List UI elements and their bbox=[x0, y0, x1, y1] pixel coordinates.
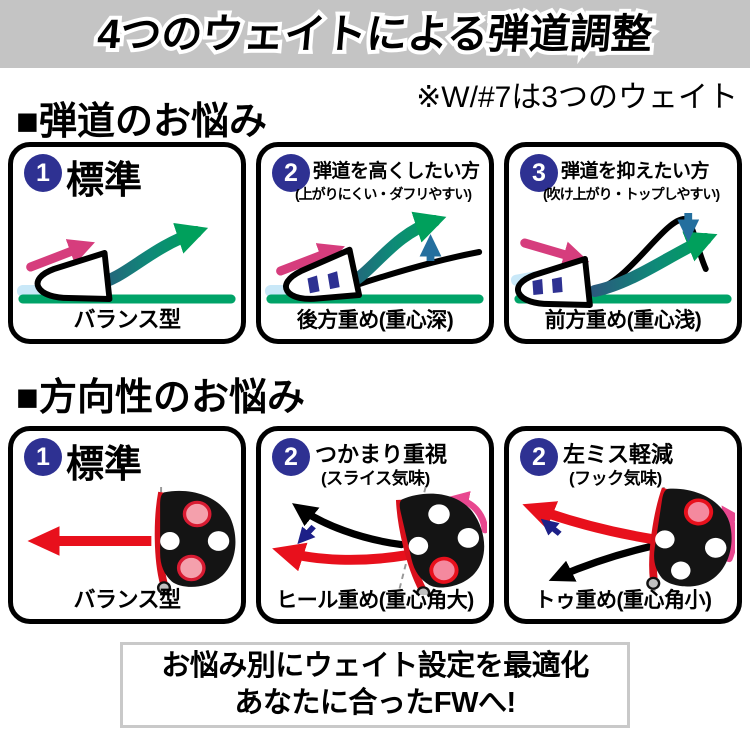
panel-title: 弾道を抑えたい方 bbox=[561, 161, 710, 182]
section-heading-trajectory: ■弾道のお悩み bbox=[16, 101, 267, 143]
weight-port-toe bbox=[457, 527, 480, 548]
club-head-side bbox=[34, 250, 113, 302]
panel-title: 標準 bbox=[66, 444, 143, 486]
hosel bbox=[416, 586, 431, 595]
trajectory-standard-illustration bbox=[16, 222, 236, 304]
front-weight-1 bbox=[532, 279, 544, 295]
direction-antislice-illustration bbox=[272, 487, 487, 595]
panel-trajectory-higher: 2 弾道を高くしたい方 (上がりにくい・ダフリやすい) 後方重め(重心深) bbox=[256, 142, 494, 344]
corrected-path-arrow bbox=[272, 542, 411, 572]
draw-bias-arrow bbox=[297, 524, 316, 545]
panel-label: 前方重め(重心浅) bbox=[544, 309, 702, 332]
panel-label: ヒール重め(重心角大) bbox=[276, 589, 474, 612]
panel-title: 標準 bbox=[66, 160, 143, 202]
number-badge: 3 bbox=[520, 154, 558, 192]
panel-subtitle: (上がりにくい・ダフリやすい) bbox=[295, 186, 472, 202]
direction-standard-illustration bbox=[27, 487, 236, 595]
trajectory-arrow bbox=[588, 231, 718, 297]
panel-label: トゥ重め(重心角小) bbox=[534, 589, 713, 612]
panel-label: バランス型 bbox=[73, 307, 181, 332]
weight-port-heel bbox=[160, 532, 180, 550]
direction-antihook-illustration bbox=[522, 487, 735, 594]
weight-port-toe bbox=[704, 537, 727, 558]
slice-path-arrow bbox=[292, 503, 406, 549]
section-heading-direction: ■方向性のお悩み bbox=[16, 377, 305, 419]
weight-port-toe-heavy bbox=[683, 498, 714, 526]
club-head-sole bbox=[154, 490, 236, 595]
weight-port-toe bbox=[207, 531, 230, 551]
number-badge: 1 bbox=[24, 438, 62, 476]
club-head-outline bbox=[515, 256, 593, 308]
hosel bbox=[646, 576, 661, 590]
fade-bias-arrow bbox=[540, 518, 562, 536]
weight-port-top bbox=[182, 500, 212, 528]
trajectory-lower-illustration bbox=[511, 213, 732, 308]
swing-arrow bbox=[276, 243, 345, 276]
panel-direction-antislice: 2 つかまり重視 (スライス気味) ヒール重め(重心角大) bbox=[256, 426, 494, 624]
summary-box: お悩み別にウェイト設定を最適化 あなたに合ったFWへ! bbox=[120, 642, 630, 728]
club-head-side bbox=[515, 256, 593, 308]
weight-port-heel-heavy bbox=[429, 556, 459, 584]
club-head-sole bbox=[395, 493, 485, 595]
panel-trajectory-standard: 1 標準 バランス型 bbox=[8, 142, 246, 344]
weight-port-heel bbox=[408, 536, 429, 555]
page-title-text: 4つのウェイトによる弾道調整 bbox=[95, 11, 655, 57]
swing-arrow bbox=[26, 239, 95, 272]
panel-subtitle: (フック気味) bbox=[569, 469, 662, 488]
club-head-body bbox=[399, 493, 485, 588]
hook-path-arrow bbox=[548, 542, 656, 582]
panel-title: つかまり重視 bbox=[315, 442, 448, 467]
summary-line-2: あなたに合ったFWへ! bbox=[234, 687, 516, 719]
panel-title: 左ミス軽減 bbox=[563, 442, 674, 467]
rear-weight-2 bbox=[327, 271, 340, 290]
number-badge: 1 bbox=[24, 154, 62, 192]
old-trajectory-line bbox=[353, 249, 483, 288]
panel-subtitle: (吹け上がり・トップしやすい) bbox=[543, 186, 720, 202]
number-badge: 2 bbox=[272, 154, 310, 192]
swing-arrow bbox=[520, 238, 590, 268]
panel-trajectory-lower: 3 弾道を抑えたい方 (吹け上がり・トップしやすい) 前方重め(重心浅) bbox=[504, 142, 742, 344]
weight-port-top bbox=[428, 504, 450, 525]
close-rotation-arrow bbox=[447, 491, 487, 534]
title-banner: 4つのウェイトによる弾道調整 4つのウェイトによる弾道調整 bbox=[0, 0, 750, 68]
front-weight-2 bbox=[551, 277, 563, 293]
weights-note: ※W/#7は3つのウェイト bbox=[416, 81, 738, 114]
number-badge: 2 bbox=[520, 438, 558, 476]
weight-port-bottom bbox=[671, 561, 691, 580]
panel-direction-standard: 1 標準 バランス型 bbox=[8, 426, 246, 624]
club-head-fill bbox=[285, 249, 360, 299]
panel-label: 後方重め(重心深) bbox=[296, 309, 454, 332]
club-head-side bbox=[283, 246, 363, 302]
page-title: 4つのウェイトによる弾道調整 4つのウェイトによる弾道調整 bbox=[0, 4, 750, 64]
panel-title: 弾道を高くしたい方 bbox=[313, 161, 480, 182]
club-head-outline bbox=[283, 246, 363, 302]
number-badge: 2 bbox=[272, 438, 310, 476]
trajectory-higher-illustration bbox=[264, 211, 484, 304]
hosel bbox=[156, 581, 172, 595]
panel-direction-antihook: 2 左ミス軽減 (フック気味) トゥ重め(重心角小) bbox=[504, 426, 742, 624]
club-head-sole bbox=[646, 487, 732, 590]
rear-weight-1 bbox=[307, 275, 320, 294]
open-rotation-arrow bbox=[721, 505, 735, 563]
panel-subtitle: (スライス気味) bbox=[321, 469, 430, 488]
corrected-path-arrow bbox=[522, 501, 659, 545]
weight-port-bottom bbox=[176, 554, 206, 582]
weight-port-heel bbox=[655, 530, 675, 549]
summary-line-1: お悩み別にウェイト設定を最適化 bbox=[161, 650, 589, 682]
panel-label: バランス型 bbox=[73, 587, 181, 612]
